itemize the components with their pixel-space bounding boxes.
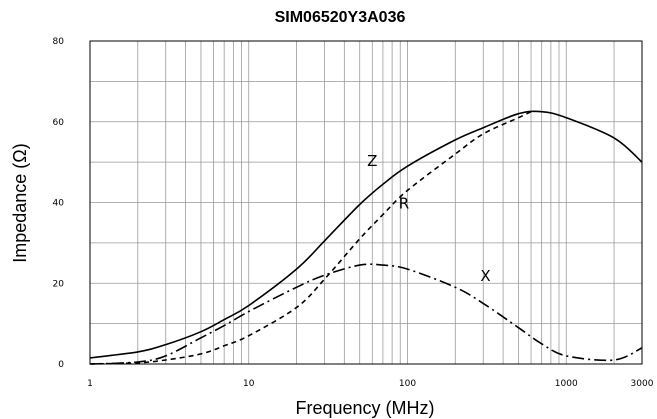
x-ticks: 1 10 100 1000 3000 (87, 379, 654, 389)
y-ticks: 0 20 40 60 80 (53, 37, 65, 370)
x-tick-label: 1 (87, 379, 93, 389)
x-tick-label: 10 (243, 379, 255, 389)
grid (90, 41, 643, 364)
x-tick-label: 1000 (555, 379, 578, 389)
y-tick-label: 80 (53, 37, 65, 47)
series-annotation-r: R (399, 195, 409, 213)
plot-frame (89, 40, 643, 365)
annotations: Z R X (367, 152, 491, 285)
series-annotation-z: Z (367, 152, 377, 170)
y-tick-label: 60 (53, 118, 65, 128)
series-line-x (89, 263, 643, 365)
series-group (89, 110, 643, 365)
x-axis-label: Frequency (MHz) (295, 398, 434, 418)
y-tick-label: 0 (58, 360, 64, 370)
y-axis-label: Impedance (Ω) (10, 143, 30, 263)
chart-title: SIM06520Y3A036 (275, 9, 406, 26)
y-tick-label: 20 (53, 279, 65, 289)
series-line-r (89, 110, 532, 365)
series-line-z (89, 110, 643, 359)
series-annotation-x: X (480, 267, 490, 285)
x-tick-label: 100 (399, 379, 416, 389)
x-tick-label: 3000 (631, 379, 654, 389)
y-tick-label: 40 (53, 199, 65, 209)
